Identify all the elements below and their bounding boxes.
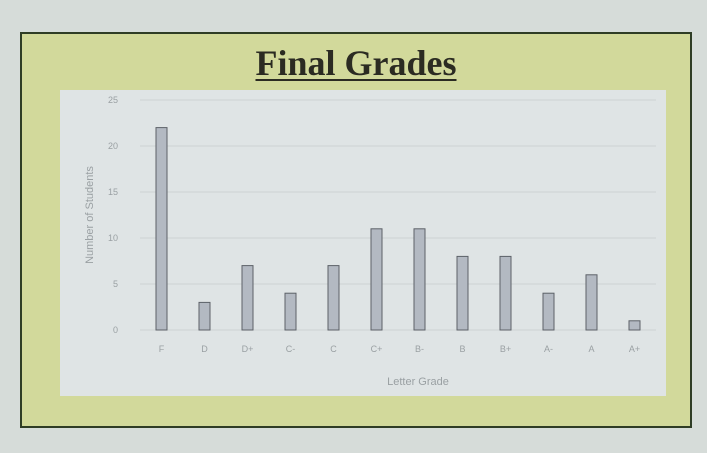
bar bbox=[327, 265, 340, 331]
bar bbox=[155, 127, 168, 331]
x-tick-label: B- bbox=[415, 344, 424, 354]
bar bbox=[370, 228, 383, 331]
x-tick-label: C- bbox=[286, 344, 296, 354]
y-tick-label: 20 bbox=[108, 141, 118, 151]
x-tick-label: B bbox=[459, 344, 465, 354]
y-tick-label: 10 bbox=[108, 233, 118, 243]
x-tick-label: C bbox=[330, 344, 337, 354]
x-tick-label: D+ bbox=[242, 344, 254, 354]
bar bbox=[542, 292, 555, 331]
slide-frame: Final Grades bbox=[20, 32, 692, 428]
x-tick-label: A bbox=[588, 344, 594, 354]
bar bbox=[413, 228, 426, 331]
slide-title-text: Final Grades bbox=[255, 43, 457, 83]
x-tick-label: B+ bbox=[500, 344, 511, 354]
bar bbox=[241, 265, 254, 331]
y-axis-title: Number of Students bbox=[84, 166, 96, 264]
y-tick-label: 0 bbox=[113, 325, 118, 335]
bar bbox=[198, 301, 211, 331]
y-tick-label: 5 bbox=[113, 279, 118, 289]
x-tick-label: C+ bbox=[371, 344, 383, 354]
bar bbox=[456, 255, 469, 331]
bar bbox=[628, 320, 641, 331]
x-axis-title: Letter Grade bbox=[387, 376, 449, 388]
slide-title: Final Grades bbox=[22, 42, 690, 84]
x-tick-label: F bbox=[159, 344, 165, 354]
y-tick-label: 25 bbox=[108, 95, 118, 105]
x-tick-label: D bbox=[201, 344, 208, 354]
x-tick-label: A+ bbox=[629, 344, 640, 354]
bar bbox=[284, 292, 297, 331]
x-tick-label: A- bbox=[544, 344, 553, 354]
bar bbox=[499, 255, 512, 331]
y-tick-label: 15 bbox=[108, 187, 118, 197]
bar bbox=[585, 274, 598, 331]
